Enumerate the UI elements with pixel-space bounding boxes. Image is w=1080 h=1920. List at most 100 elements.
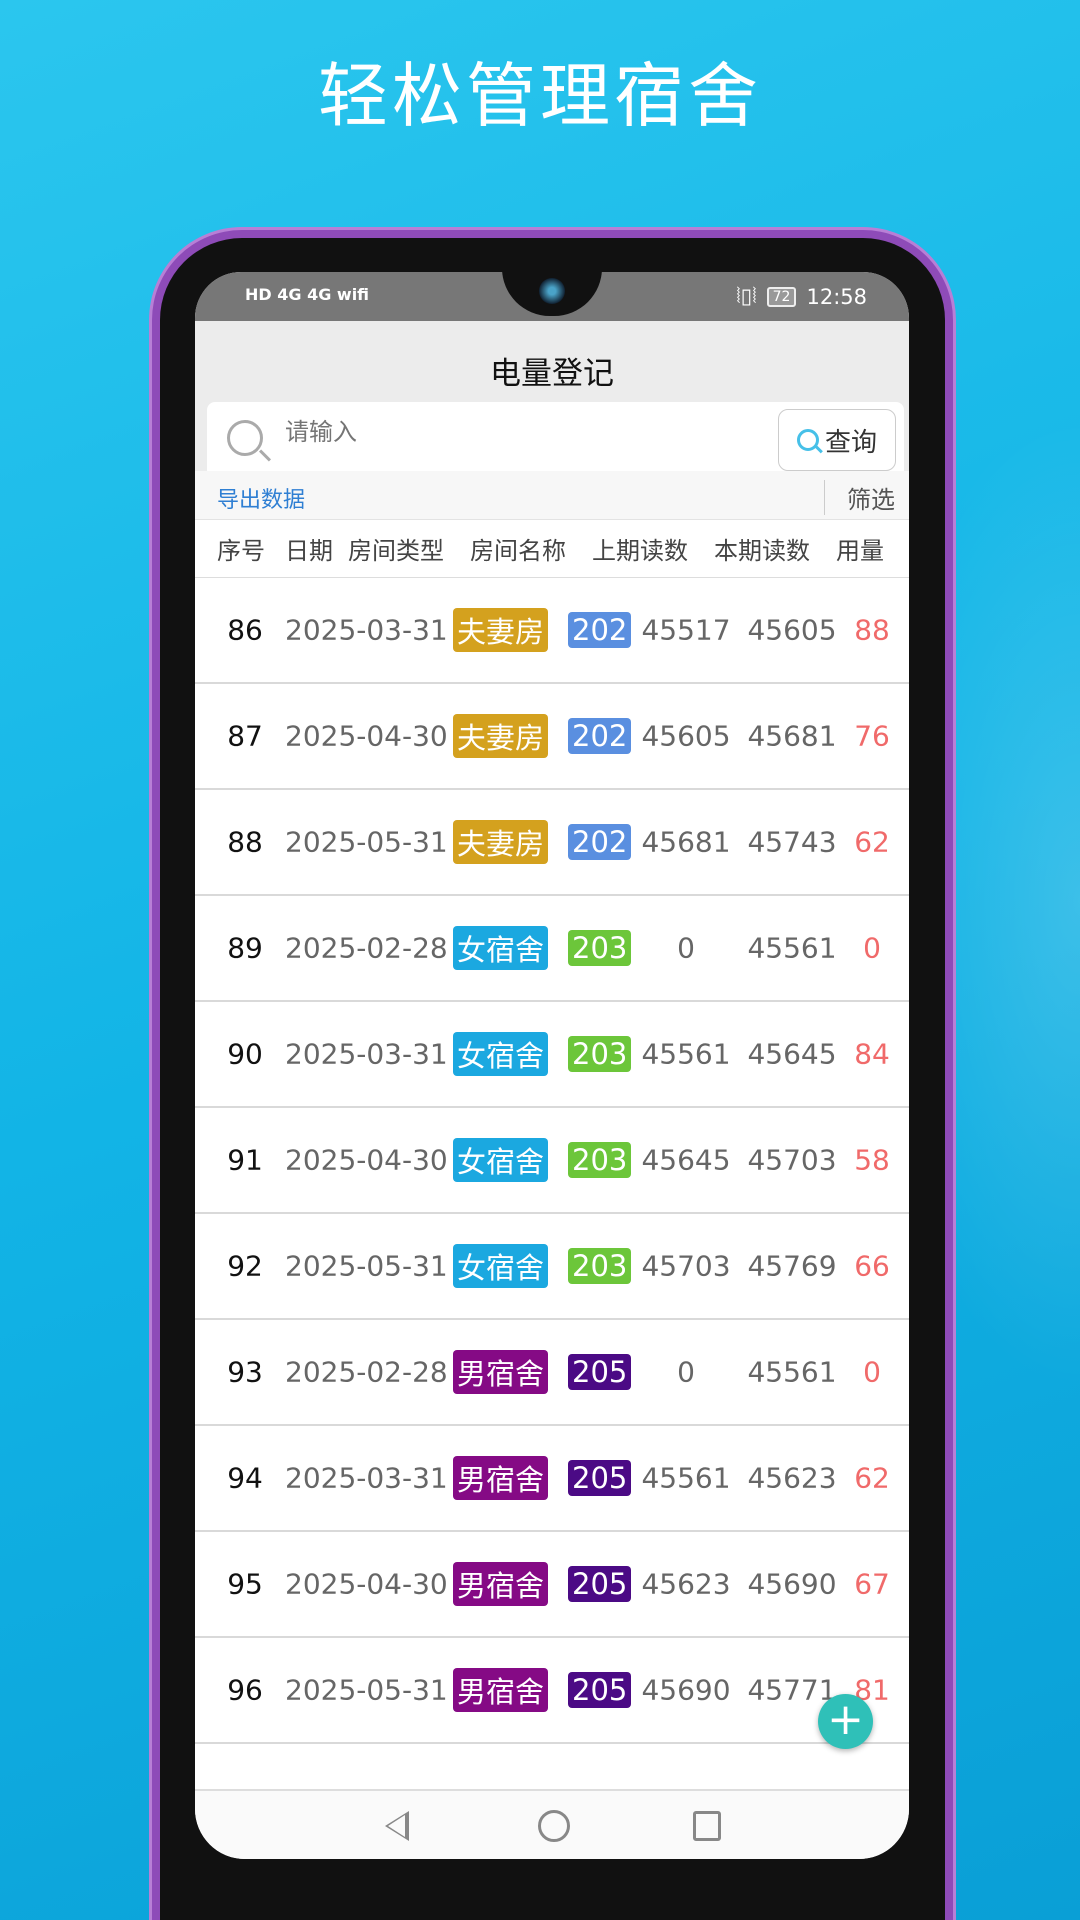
prev-reading: 45690 — [641, 1673, 731, 1707]
room-name-badge: 205 — [568, 1672, 632, 1708]
cur-reading: 45703 — [747, 1143, 837, 1177]
toolbar: 导出数据 筛选 — [195, 471, 909, 520]
header-cur-reading: 本期读数 — [714, 537, 810, 565]
row-no: 91 — [227, 1143, 263, 1177]
search-icon — [796, 429, 819, 451]
navigation-bar — [195, 1789, 909, 1859]
usage: 76 — [854, 719, 890, 753]
prev-reading: 45605 — [641, 719, 731, 753]
query-button[interactable]: 查询 — [778, 409, 896, 471]
add-button[interactable]: + — [818, 1694, 873, 1749]
usage: 84 — [854, 1037, 890, 1071]
search-icon — [227, 420, 263, 456]
usage: 88 — [854, 613, 890, 647]
usage: 62 — [854, 825, 890, 859]
room-type-badge: 夫妻房 — [453, 714, 549, 758]
room-name-badge: 203 — [568, 1036, 632, 1072]
usage: 67 — [854, 1567, 890, 1601]
room-type-badge: 夫妻房 — [453, 608, 549, 652]
cur-reading: 45561 — [747, 1355, 837, 1389]
filter-button[interactable]: 筛选 — [824, 480, 895, 515]
room-name-badge: 205 — [568, 1460, 632, 1496]
app-bar: 电量登记 查询 — [195, 321, 909, 478]
prev-reading: 0 — [677, 931, 695, 965]
header-no: 序号 — [217, 537, 265, 565]
status-bar: HD 4G 4G wifi ⦚▯⦚ 72 12:58 — [195, 272, 909, 321]
room-name-badge: 202 — [568, 612, 632, 648]
room-type-badge: 女宿舍 — [453, 1032, 549, 1076]
room-type-badge: 女宿舍 — [453, 1244, 549, 1288]
cur-reading: 45645 — [747, 1037, 837, 1071]
row-date: 2025-05-31 — [285, 825, 448, 859]
cur-reading: 45561 — [747, 931, 837, 965]
row-no: 94 — [227, 1461, 263, 1495]
prev-reading: 45703 — [641, 1249, 731, 1283]
table-row[interactable]: 90 2025-03-31 女宿舍 203 45561 45645 84 — [195, 1002, 909, 1108]
row-no: 90 — [227, 1037, 263, 1071]
row-date: 2025-02-28 — [285, 1355, 448, 1389]
row-date: 2025-05-31 — [285, 1673, 448, 1707]
row-no: 95 — [227, 1567, 263, 1601]
row-no: 86 — [227, 613, 263, 647]
room-type-badge: 夫妻房 — [453, 820, 549, 864]
room-name-badge: 202 — [568, 718, 632, 754]
battery-icon: 72 — [766, 286, 797, 307]
table-row[interactable]: 87 2025-04-30 夫妻房 202 45605 45681 76 — [195, 684, 909, 790]
row-date: 2025-02-28 — [285, 931, 448, 965]
home-icon[interactable] — [538, 1810, 570, 1842]
header-room-type: 房间类型 — [348, 537, 444, 565]
export-data-link[interactable]: 导出数据 — [217, 488, 306, 513]
room-type-badge: 女宿舍 — [453, 926, 549, 970]
usage: 66 — [854, 1249, 890, 1283]
table-row[interactable]: 89 2025-02-28 女宿舍 203 0 45561 0 — [195, 896, 909, 1002]
table-row[interactable]: 91 2025-04-30 女宿舍 203 45645 45703 58 — [195, 1108, 909, 1214]
row-date: 2025-04-30 — [285, 719, 448, 753]
row-date: 2025-03-31 — [285, 1037, 448, 1071]
table-row[interactable]: 93 2025-02-28 男宿舍 205 0 45561 0 — [195, 1320, 909, 1426]
usage: 58 — [854, 1143, 890, 1177]
header-room-name: 房间名称 — [470, 537, 566, 565]
room-name-badge: 203 — [568, 1142, 632, 1178]
search-bar: 查询 — [207, 402, 904, 478]
usage: 0 — [863, 931, 881, 965]
signal-icons: HD 4G 4G wifi — [245, 285, 370, 304]
table-row[interactable]: 96 2025-05-31 男宿舍 205 45690 45771 81 — [195, 1638, 909, 1744]
prev-reading: 45623 — [641, 1567, 731, 1601]
notch — [502, 272, 602, 316]
row-date: 2025-04-30 — [285, 1143, 448, 1177]
usage: 62 — [854, 1461, 890, 1495]
row-no: 96 — [227, 1673, 263, 1707]
phone-screen: HD 4G 4G wifi ⦚▯⦚ 72 12:58 电量登记 查询 导出数据 … — [195, 272, 909, 1859]
cur-reading: 45743 — [747, 825, 837, 859]
camera-icon — [539, 278, 565, 304]
table-row[interactable]: 92 2025-05-31 女宿舍 203 45703 45769 66 — [195, 1214, 909, 1320]
table-body: 86 2025-03-31 夫妻房 202 45517 45605 88 87 2… — [195, 578, 909, 1744]
table-row[interactable]: 86 2025-03-31 夫妻房 202 45517 45605 88 — [195, 578, 909, 684]
recents-icon[interactable] — [693, 1811, 721, 1841]
row-no: 87 — [227, 719, 263, 753]
room-type-badge: 男宿舍 — [453, 1456, 549, 1500]
table-header: 序号 日期 房间类型 房间名称 上期读数 本期读数 用量 — [195, 520, 909, 578]
row-date: 2025-04-30 — [285, 1567, 448, 1601]
row-no: 93 — [227, 1355, 263, 1389]
cur-reading: 45771 — [747, 1673, 837, 1707]
cur-reading: 45690 — [747, 1567, 837, 1601]
prev-reading: 45517 — [641, 613, 731, 647]
prev-reading: 45681 — [641, 825, 731, 859]
search-input[interactable] — [285, 418, 685, 446]
plus-icon: + — [827, 1694, 864, 1745]
room-name-badge: 203 — [568, 1248, 632, 1284]
table-row[interactable]: 94 2025-03-31 男宿舍 205 45561 45623 62 — [195, 1426, 909, 1532]
room-name-badge: 205 — [568, 1354, 632, 1390]
table-row[interactable]: 95 2025-04-30 男宿舍 205 45623 45690 67 — [195, 1532, 909, 1638]
header-date: 日期 — [285, 537, 333, 565]
header-prev-reading: 上期读数 — [592, 537, 688, 565]
prev-reading: 45561 — [641, 1037, 731, 1071]
row-date: 2025-05-31 — [285, 1249, 448, 1283]
back-icon[interactable] — [385, 1811, 409, 1841]
usage: 0 — [863, 1355, 881, 1389]
room-type-badge: 男宿舍 — [453, 1562, 549, 1606]
query-label: 查询 — [824, 427, 877, 458]
room-type-badge: 男宿舍 — [453, 1668, 549, 1712]
table-row[interactable]: 88 2025-05-31 夫妻房 202 45681 45743 62 — [195, 790, 909, 896]
